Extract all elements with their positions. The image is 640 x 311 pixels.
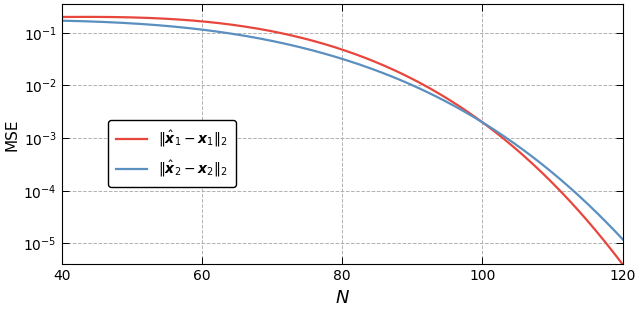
$\|\hat{\boldsymbol{x}}_1 - \boldsymbol{x}_1\|_2$ [416, 81, 424, 85]
$\|\hat{\boldsymbol{x}}_2 - \boldsymbol{x}_2\|_2$ [483, 123, 491, 127]
Line: $\|\hat{\boldsymbol{x}}_1 - \boldsymbol{x}_1\|_2$: $\|\hat{\boldsymbol{x}}_1 - \boldsymbol{… [61, 17, 623, 264]
$\|\hat{\boldsymbol{x}}_1 - \boldsymbol{x}_1\|_2$ [541, 174, 549, 178]
$\|\hat{\boldsymbol{x}}_2 - \boldsymbol{x}_2\|_2$ [541, 165, 548, 168]
$\|\hat{\boldsymbol{x}}_2 - \boldsymbol{x}_2\|_2$ [58, 19, 65, 23]
$\|\hat{\boldsymbol{x}}_2 - \boldsymbol{x}_2\|_2$ [92, 20, 100, 24]
X-axis label: $N$: $N$ [335, 289, 349, 307]
$\|\hat{\boldsymbol{x}}_2 - \boldsymbol{x}_2\|_2$ [398, 79, 406, 83]
$\|\hat{\boldsymbol{x}}_1 - \boldsymbol{x}_1\|_2$ [384, 66, 392, 69]
Legend: $\|\hat{\boldsymbol{x}}_1 - \boldsymbol{x}_1\|_2$, $\|\hat{\boldsymbol{x}}_2 - \: $\|\hat{\boldsymbol{x}}_1 - \boldsymbol{… [108, 120, 236, 187]
$\|\hat{\boldsymbol{x}}_2 - \boldsymbol{x}_2\|_2$ [415, 86, 423, 90]
$\|\hat{\boldsymbol{x}}_2 - \boldsymbol{x}_2\|_2$ [383, 73, 391, 77]
$\|\hat{\boldsymbol{x}}_2 - \boldsymbol{x}_2\|_2$ [619, 237, 627, 241]
$\|\hat{\boldsymbol{x}}_1 - \boldsymbol{x}_1\|_2$ [93, 15, 100, 19]
$\|\hat{\boldsymbol{x}}_1 - \boldsymbol{x}_1\|_2$ [619, 262, 627, 266]
$\|\hat{\boldsymbol{x}}_1 - \boldsymbol{x}_1\|_2$ [58, 15, 65, 19]
Y-axis label: MSE: MSE [4, 118, 19, 151]
Line: $\|\hat{\boldsymbol{x}}_2 - \boldsymbol{x}_2\|_2$: $\|\hat{\boldsymbol{x}}_2 - \boldsymbol{… [61, 21, 623, 239]
$\|\hat{\boldsymbol{x}}_1 - \boldsymbol{x}_1\|_2$ [399, 72, 407, 76]
$\|\hat{\boldsymbol{x}}_1 - \boldsymbol{x}_1\|_2$ [82, 15, 90, 19]
$\|\hat{\boldsymbol{x}}_1 - \boldsymbol{x}_1\|_2$ [484, 124, 492, 128]
